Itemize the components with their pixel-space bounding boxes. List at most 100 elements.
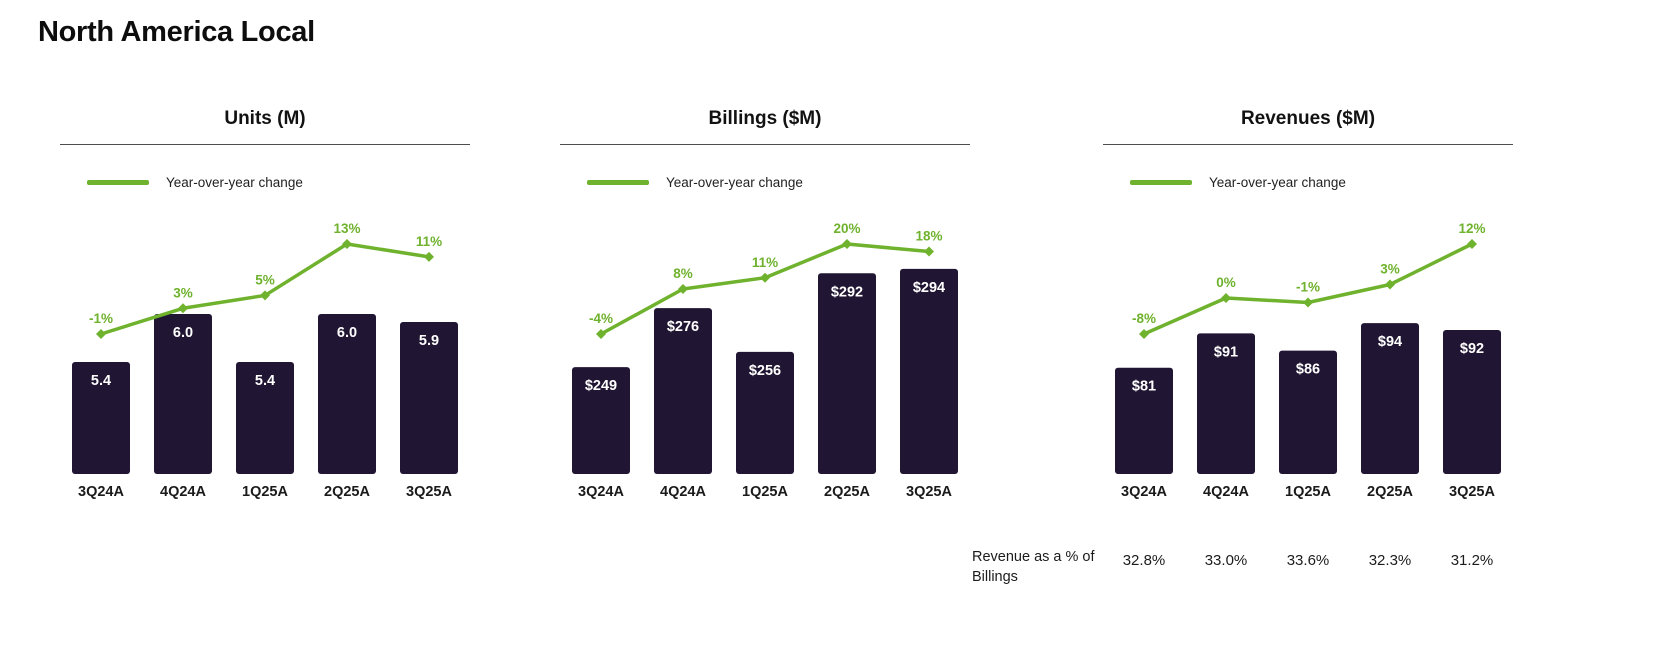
bar	[1279, 350, 1337, 474]
yoy-value-label: 0%	[1216, 275, 1236, 290]
units-chart-title: Units (M)	[224, 108, 306, 129]
category-label: 3Q24A	[78, 484, 124, 500]
bar-value-label: 6.0	[173, 325, 193, 341]
page-title: North America Local	[38, 16, 315, 48]
legend-label: Year-over-year change	[1209, 175, 1346, 190]
yoy-marker-diamond	[1221, 293, 1231, 303]
bar-value-label: $249	[585, 378, 617, 394]
bar	[572, 367, 630, 474]
yoy-marker-diamond	[760, 272, 770, 283]
billings-chart: $249 $276 $256 $292 $294 3Q24A 4Q24A 1Q25A 2Q25A…	[572, 221, 958, 500]
chart-section-billings: Billings ($M) Year-over-year change $249…	[560, 108, 970, 514]
category-label: 1Q25A	[1285, 484, 1331, 500]
yoy-marker-diamond	[424, 251, 434, 262]
chart-section-revenues: Revenues ($M) Year-over-year change $81 $…	[1103, 108, 1513, 514]
bar-value-label: $256	[749, 363, 781, 379]
bar-value-label: $292	[831, 284, 863, 300]
category-label: 2Q25A	[324, 484, 370, 500]
category-label: 3Q25A	[406, 484, 452, 500]
bar-value-label: 5.4	[255, 373, 275, 389]
category-label: 3Q25A	[1449, 484, 1495, 500]
yoy-value-label: 5%	[255, 272, 275, 287]
category-label: 1Q25A	[742, 484, 788, 500]
title-underline	[60, 144, 470, 145]
yoy-value-label: 11%	[416, 234, 442, 249]
bar	[72, 362, 130, 474]
yoy-marker-diamond	[924, 246, 934, 257]
yoy-marker-diamond	[678, 284, 688, 294]
bar	[400, 322, 458, 474]
title-underline	[1103, 144, 1513, 145]
category-label: 3Q25A	[906, 484, 952, 500]
bar	[736, 351, 794, 474]
category-label: 4Q24A	[160, 484, 206, 500]
bar	[318, 314, 376, 474]
bar	[818, 273, 876, 474]
revenue-pct-value: 33.0%	[1204, 552, 1248, 569]
yoy-value-label: -8%	[1132, 311, 1156, 326]
yoy-value-label: 11%	[752, 255, 778, 270]
billings-chart-title: Billings ($M)	[708, 108, 822, 129]
category-label: 3Q24A	[578, 484, 624, 500]
bar	[654, 308, 712, 474]
yoy-marker-diamond	[342, 239, 352, 249]
bar	[1197, 333, 1255, 474]
yoy-marker-diamond	[1467, 239, 1477, 249]
bar-value-label: $94	[1378, 334, 1402, 350]
units-legend: Year-over-year change	[87, 175, 470, 190]
bar	[1443, 330, 1501, 474]
billings-legend: Year-over-year change	[587, 175, 970, 190]
legend-line-swatch	[587, 180, 649, 185]
bar-value-label: $86	[1296, 362, 1320, 378]
legend-line-swatch	[1130, 180, 1192, 185]
bar-value-label: $92	[1460, 341, 1484, 357]
yoy-value-label: 20%	[833, 221, 860, 236]
yoy-value-label: -4%	[589, 311, 613, 326]
category-label: 3Q24A	[1121, 484, 1167, 500]
bar	[1115, 367, 1173, 474]
bar-value-label: $81	[1132, 379, 1156, 395]
bar	[1361, 323, 1419, 474]
yoy-value-label: -1%	[1296, 280, 1320, 295]
legend-label: Year-over-year change	[666, 175, 803, 190]
revenues-legend: Year-over-year change	[1130, 175, 1513, 190]
yoy-marker-diamond	[596, 329, 606, 339]
category-label: 2Q25A	[1367, 484, 1413, 500]
title-underline	[560, 144, 970, 145]
bar-value-label: $91	[1214, 344, 1238, 360]
revenue-pct-value: 33.6%	[1286, 552, 1330, 569]
yoy-value-label: 8%	[673, 266, 693, 281]
yoy-marker-diamond	[260, 290, 270, 301]
revenue-pct-value: 31.2%	[1450, 552, 1494, 569]
yoy-marker-diamond	[96, 329, 106, 339]
units-chart: 5.4 6.0 5.4 6.0 5.9 3Q24A 4Q24A 1Q25A 2Q25A 3Q25A…	[72, 221, 458, 500]
yoy-marker-diamond	[178, 303, 188, 314]
bar-value-label: $276	[667, 319, 699, 335]
yoy-value-label: 13%	[333, 221, 360, 236]
yoy-value-label: 18%	[915, 229, 942, 244]
legend-label: Year-over-year change	[166, 175, 303, 190]
yoy-marker-diamond	[842, 239, 852, 249]
bar	[154, 314, 212, 474]
yoy-marker-diamond	[1303, 297, 1313, 308]
yoy-value-label: 3%	[1380, 262, 1400, 277]
bar-value-label: 6.0	[337, 325, 357, 341]
category-label: 4Q24A	[1203, 484, 1249, 500]
legend-line-swatch	[87, 180, 149, 185]
chart-section-units: Units (M) Year-over-year change 5.4 6.0 5.…	[60, 108, 470, 514]
bar-value-label: $294	[913, 280, 945, 296]
yoy-line	[99, 242, 431, 336]
bar-value-label: 5.4	[91, 373, 111, 389]
revenues-chart: $81 $91 $86 $94 $92 3Q24A 4Q24A 1Q25A 2Q25A 3Q25A…	[1115, 221, 1501, 500]
bar	[236, 362, 294, 474]
category-label: 1Q25A	[242, 484, 288, 500]
yoy-value-label: 3%	[173, 285, 193, 300]
yoy-value-label: 12%	[1458, 221, 1485, 236]
revenues-chart-title: Revenues ($M)	[1240, 108, 1376, 129]
revenue-pct-of-billings-values: 32.8% 33.0% 33.6% 32.3% 31.2%	[1103, 552, 1513, 569]
yoy-marker-diamond	[1139, 329, 1149, 339]
revenue-pct-value: 32.3%	[1368, 552, 1412, 569]
yoy-marker-diamond	[1385, 279, 1395, 290]
category-label: 4Q24A	[660, 484, 706, 500]
category-label: 2Q25A	[824, 484, 870, 500]
